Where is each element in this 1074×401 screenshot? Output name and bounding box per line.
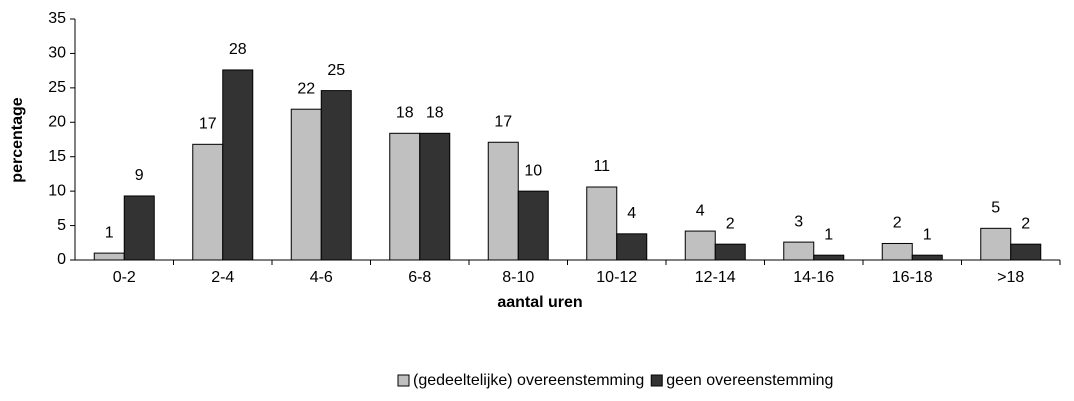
y-tick-label: 20 bbox=[48, 114, 66, 131]
bar bbox=[487, 141, 519, 261]
value-label: 2 bbox=[1021, 215, 1030, 232]
bar bbox=[616, 233, 648, 261]
bar bbox=[714, 243, 746, 261]
value-label: 18 bbox=[426, 105, 444, 122]
bar bbox=[783, 241, 815, 261]
value-label: 1 bbox=[105, 224, 114, 241]
bar bbox=[911, 254, 943, 261]
x-tick-label: 2-4 bbox=[211, 269, 234, 286]
legend-swatch bbox=[650, 374, 663, 387]
y-tick-label: 25 bbox=[48, 79, 66, 96]
value-label: 17 bbox=[494, 113, 512, 130]
value-label: 9 bbox=[135, 167, 144, 184]
x-tick-label: 16-18 bbox=[892, 269, 933, 286]
value-label: 3 bbox=[794, 213, 803, 230]
y-tick-label: 10 bbox=[48, 182, 66, 199]
legend-swatch bbox=[397, 374, 410, 387]
x-tick-label: >18 bbox=[997, 269, 1024, 286]
bar bbox=[419, 132, 451, 261]
bar bbox=[192, 143, 224, 261]
x-tick-label: 0-2 bbox=[113, 269, 136, 286]
value-label: 25 bbox=[327, 62, 345, 79]
legend-label: geen overeenstemming bbox=[666, 372, 833, 389]
x-tick-label: 6-8 bbox=[408, 269, 431, 286]
x-tick-label: 10-12 bbox=[596, 269, 637, 286]
value-label: 1 bbox=[824, 226, 833, 243]
bar bbox=[93, 252, 125, 261]
value-label: 1 bbox=[923, 226, 932, 243]
bar bbox=[1010, 243, 1042, 261]
bar bbox=[123, 195, 155, 261]
y-tick-label: 5 bbox=[57, 217, 66, 234]
y-tick-label: 0 bbox=[57, 251, 66, 268]
x-tick-label: 12-14 bbox=[695, 269, 736, 286]
bar bbox=[684, 230, 716, 261]
x-tick-label: 14-16 bbox=[793, 269, 834, 286]
bar bbox=[222, 69, 254, 261]
value-label: 10 bbox=[524, 162, 542, 179]
legend-label: (gedeeltelijke) overeenstemming bbox=[413, 372, 644, 389]
bar bbox=[881, 242, 913, 261]
y-axis-label: percentage bbox=[9, 97, 26, 182]
x-axis-label: aantal uren bbox=[497, 294, 582, 311]
bar bbox=[586, 186, 618, 261]
x-tick-label: 4-6 bbox=[310, 269, 333, 286]
y-tick-label: 30 bbox=[48, 45, 66, 62]
value-label: 4 bbox=[696, 202, 705, 219]
value-label: 5 bbox=[991, 200, 1000, 217]
bar bbox=[389, 132, 421, 261]
value-label: 2 bbox=[893, 215, 902, 232]
value-label: 18 bbox=[396, 105, 414, 122]
y-tick-label: 35 bbox=[48, 10, 66, 27]
value-label: 4 bbox=[627, 205, 636, 222]
bar bbox=[290, 108, 322, 261]
value-label: 28 bbox=[229, 41, 247, 58]
x-tick-label: 8-10 bbox=[502, 269, 534, 286]
bar bbox=[320, 90, 352, 261]
y-tick-label: 15 bbox=[48, 148, 66, 165]
bar bbox=[517, 190, 549, 261]
bar bbox=[813, 254, 845, 261]
bar bbox=[980, 227, 1012, 261]
value-label: 2 bbox=[726, 215, 735, 232]
value-label: 11 bbox=[593, 158, 610, 175]
value-label: 22 bbox=[297, 80, 315, 97]
value-label: 17 bbox=[199, 116, 217, 133]
